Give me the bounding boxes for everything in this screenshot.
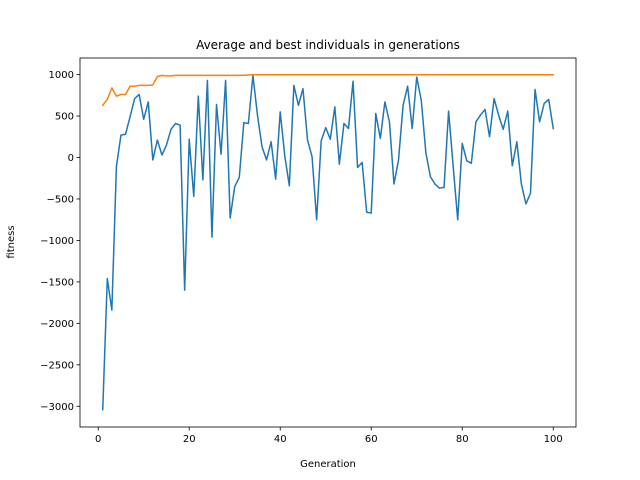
x-axis: 0 20 40 60 80 100 xyxy=(95,427,563,445)
y-tick-label: −1500 xyxy=(40,277,74,288)
y-tick-label: −2000 xyxy=(40,319,74,330)
plot-area xyxy=(101,74,555,411)
x-tick-label: 20 xyxy=(183,434,196,445)
x-axis-label: Generation xyxy=(300,459,356,470)
y-tick-label: 500 xyxy=(55,112,74,123)
series-line-average xyxy=(101,74,555,411)
y-tick-label: −1000 xyxy=(40,236,74,247)
y-tick-label: −2500 xyxy=(40,360,74,371)
x-tick-label: 60 xyxy=(365,434,378,445)
chart-title: Average and best individuals in generati… xyxy=(196,38,460,52)
x-tick-label: 40 xyxy=(274,434,287,445)
y-axis: −3000 −2500 −2000 −1500 −1000 −500 0 500 1000 xyxy=(40,70,80,413)
y-tick-label: 0 xyxy=(68,153,74,164)
y-tick-label: −3000 xyxy=(40,402,74,413)
x-tick-label: 100 xyxy=(544,434,563,445)
y-tick-label: 1000 xyxy=(49,70,74,81)
x-tick-label: 80 xyxy=(456,434,469,445)
x-tick-label: 0 xyxy=(95,434,101,445)
axes-frame xyxy=(79,57,577,428)
series-line-best xyxy=(101,74,554,107)
y-tick-label: −500 xyxy=(47,194,74,205)
y-axis-label: fitness xyxy=(6,225,17,258)
